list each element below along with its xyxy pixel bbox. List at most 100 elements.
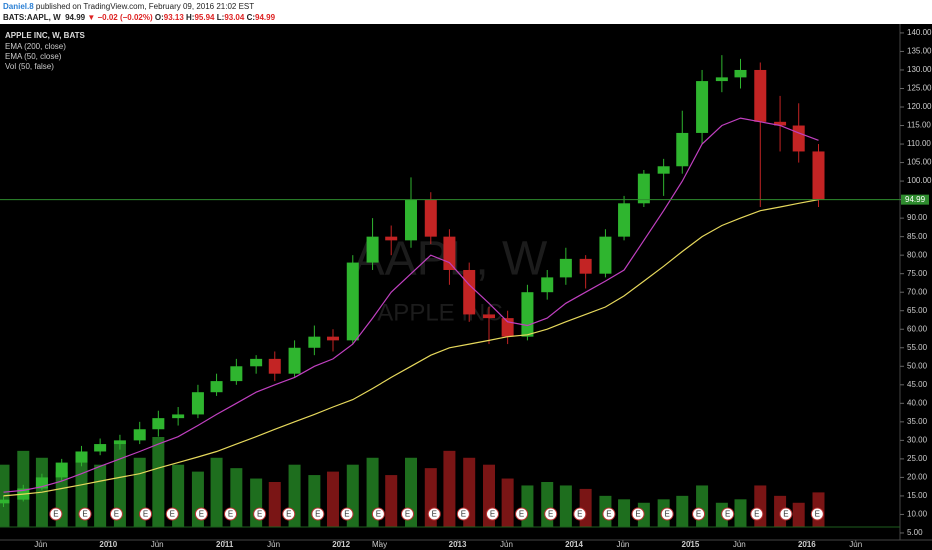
legend-entry: Vol (50, false) <box>5 62 54 71</box>
candle-body <box>250 358 263 367</box>
candle-body <box>268 358 281 374</box>
earnings-marker <box>721 507 735 521</box>
y-tick-label: 90.00 <box>907 213 928 222</box>
earnings-label: E <box>405 510 410 519</box>
y-tick-label: 115.00 <box>907 121 931 130</box>
volume-bar <box>676 495 689 527</box>
y-tick-label: 130.00 <box>907 65 932 74</box>
y-tick-label: 140.00 <box>907 28 932 37</box>
candle-body <box>618 203 631 237</box>
y-tick-label: 120.00 <box>907 102 932 111</box>
candle-body <box>404 199 417 241</box>
candle-body <box>210 381 223 393</box>
earnings-label: E <box>53 510 58 519</box>
author[interactable]: Daniel.8 <box>3 2 34 11</box>
y-tick-label: 60.00 <box>907 324 928 333</box>
earnings-label: E <box>725 510 730 519</box>
volume-bar <box>696 485 709 527</box>
earnings-marker <box>311 507 325 521</box>
volume-bar <box>268 482 281 527</box>
earnings-label: E <box>815 510 820 519</box>
earnings-marker <box>631 507 645 521</box>
y-tick-label: 40.00 <box>907 398 928 407</box>
y-tick-label: 5.00 <box>907 528 923 537</box>
earnings-label: E <box>577 510 582 519</box>
earnings-marker <box>78 507 92 521</box>
header: Daniel.8 published on TradingView.com, F… <box>0 0 932 24</box>
earnings-marker <box>660 507 674 521</box>
x-tick-label: Jun <box>500 540 513 549</box>
earnings-marker <box>456 507 470 521</box>
change: ▼ −0.02 (−0.02%) <box>87 13 153 22</box>
y-tick-label: 15.00 <box>907 491 928 500</box>
volume-bar <box>501 478 514 527</box>
candle-body <box>696 81 709 133</box>
x-tick-label: Jun <box>151 540 164 549</box>
earnings-marker <box>544 507 558 521</box>
candle-body <box>385 236 398 241</box>
ohlc: O:93.13 H:95.94 L:93.04 C:94.99 <box>155 13 275 22</box>
x-tick-label: 2014 <box>565 540 583 549</box>
earnings-marker <box>340 507 354 521</box>
earnings-label: E <box>783 510 788 519</box>
x-tick-label: May <box>372 540 387 549</box>
earnings-marker <box>485 507 499 521</box>
earnings-label: E <box>432 510 437 519</box>
candle-body <box>754 69 767 122</box>
candle-body <box>55 462 68 478</box>
candle-body <box>133 429 146 441</box>
candle-body <box>75 451 88 463</box>
ema-line <box>3 199 819 497</box>
candle-body <box>0 499 10 504</box>
candle-body <box>734 69 747 78</box>
candle-body <box>521 292 534 337</box>
y-tick-label: 100.00 <box>907 176 932 185</box>
watermark-sub: APPLE INC <box>377 299 502 326</box>
legend-title: APPLE INC, W, BATS <box>5 31 86 40</box>
earnings-marker <box>49 507 63 521</box>
y-tick-label: 70.00 <box>907 287 928 296</box>
candle-body <box>463 269 476 315</box>
y-tick-label: 125.00 <box>907 84 932 93</box>
y-tick-label: 85.00 <box>907 232 928 241</box>
earnings-label: E <box>257 510 262 519</box>
ohlc-label: O: <box>154 13 164 22</box>
x-tick-label: Jun <box>733 540 746 549</box>
earnings-marker <box>779 507 793 521</box>
y-tick-label: 50.00 <box>907 361 928 370</box>
earnings-label: E <box>519 510 524 519</box>
y-tick-label: 35.00 <box>907 417 928 426</box>
x-tick-label: 2016 <box>798 540 816 549</box>
candle-body <box>774 121 787 126</box>
earnings-label: E <box>143 510 148 519</box>
volume-bar <box>326 471 339 527</box>
earnings-marker <box>371 507 385 521</box>
ohlc-value: 95.94 <box>194 13 215 22</box>
earnings-marker <box>750 507 764 521</box>
earnings-label: E <box>754 510 759 519</box>
legend-entry: EMA (50, close) <box>5 52 62 61</box>
y-tick-label: 105.00 <box>907 158 932 167</box>
published: published on TradingView.com, February 0… <box>35 2 255 11</box>
earnings-label: E <box>664 510 669 519</box>
x-tick-label: Jun <box>849 540 862 549</box>
y-tick-label: 25.00 <box>907 454 928 463</box>
candle-body <box>559 258 572 278</box>
candle-body <box>541 277 554 293</box>
publish-line: Daniel.8 published on TradingView.com, F… <box>3 2 254 11</box>
earnings-label: E <box>461 510 466 519</box>
candle-body <box>230 366 243 382</box>
earnings-marker <box>427 507 441 521</box>
volume-bar <box>521 485 534 527</box>
candle-body <box>113 440 126 445</box>
candle-body <box>579 258 592 274</box>
candle-body <box>483 314 496 319</box>
earnings-marker <box>194 507 208 521</box>
x-tick-label: Jun <box>267 540 280 549</box>
ohlc-label: C: <box>246 13 256 22</box>
earnings-label: E <box>696 510 701 519</box>
y-tick-label: 20.00 <box>907 473 928 482</box>
earnings-label: E <box>286 510 291 519</box>
volume-bar <box>618 499 631 527</box>
earnings-label: E <box>376 510 381 519</box>
